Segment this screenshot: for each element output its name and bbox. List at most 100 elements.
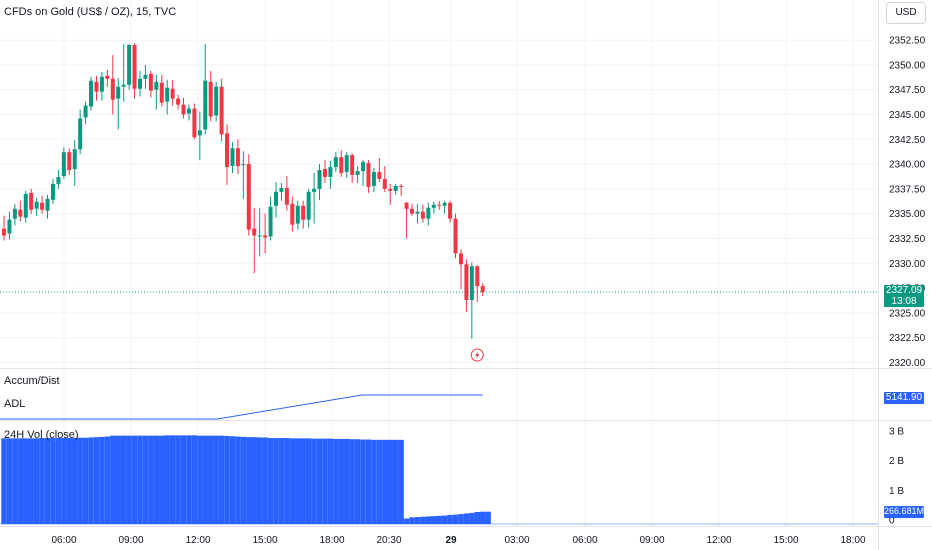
volume-bar [273,438,279,524]
x-tick-label: 15:00 [773,535,798,546]
candle-body [469,266,474,301]
candle-body [143,74,148,79]
volume-bar [387,439,393,524]
candle-body [317,170,322,189]
adl-line [0,394,483,420]
volume-label[interactable]: 24H Vol (close) [4,429,79,441]
candle-body [94,81,99,92]
event-marker[interactable] [470,348,484,362]
x-tick-label: 20:30 [376,535,401,546]
volume-bar [371,439,377,524]
volume-bar [72,438,78,524]
y-tick-label: 2325.00 [889,308,926,319]
volume-tick-label: 1 B [889,486,904,497]
volume-bar [33,438,40,524]
volume-bar [376,439,383,524]
candle-body [415,211,420,214]
volume-bar [409,517,415,524]
volume-bar [180,435,187,524]
candle-body [7,219,12,234]
candle-body [165,87,170,102]
volume-bar [463,513,470,524]
volume-bar [327,438,334,524]
candle-body [448,202,453,219]
y-tick-label: 2332.50 [889,234,926,245]
volume-bar [392,439,399,524]
candle-body [453,218,458,254]
candle-body [225,133,230,168]
volume-bar [88,437,94,524]
candle-body [241,164,246,166]
volume-bar [289,438,296,524]
volume-bar [159,435,165,524]
candle-body [219,86,224,135]
candle-body [67,152,72,171]
candle-body [306,191,311,220]
candle-body [295,205,300,224]
volume-bar [278,438,285,524]
volume-bar [104,436,111,524]
volume-bar [153,435,160,524]
currency-button[interactable]: USD [886,2,926,24]
volume-bar [403,518,410,524]
volume-bar [191,435,198,524]
volume-bar [6,438,13,524]
candle-body [431,204,436,208]
volume-bar [175,435,181,524]
candle-body [480,286,485,293]
volume-bar [115,435,121,524]
adl-label[interactable]: ADL [4,398,26,410]
candle-body [268,206,273,237]
volume-bar [66,438,72,524]
candle-body [230,148,235,167]
candle-body [322,169,327,177]
candle-body [464,264,469,301]
volume-bar [474,511,480,524]
candle-body [355,171,360,176]
candlesticks [2,43,485,339]
volume-bar [82,437,89,524]
candle-body [377,172,382,179]
volume-bar [77,437,83,524]
candle-body [105,75,110,79]
x-tick-label: 12:00 [185,535,210,546]
volume-bar [229,436,236,524]
volume-bar [262,437,268,524]
volume-bar [50,438,56,524]
candle-body [89,80,94,107]
volume-bar [28,438,34,524]
volume-bar [142,435,149,524]
candle-body [274,191,278,206]
volume-bar [458,514,464,524]
symbol-title[interactable]: CFDs on Gold (US$ / OZ), 15, TVC [4,6,177,18]
volume-tick-label: 0 [889,516,895,527]
candle-body [40,202,45,210]
candle-body [458,253,463,265]
candle-body [127,45,132,85]
volume-bar [12,438,18,524]
candle-body [252,228,257,236]
adl-line-layer [0,394,483,420]
candle-body [366,163,371,187]
volume-bar [164,435,170,524]
candle-body [23,193,28,218]
grid-layer [0,0,878,526]
accum-dist-label[interactable]: Accum/Dist [4,375,60,387]
candle-body [12,208,17,219]
x-tick-label: 06:00 [572,535,597,546]
candle-body [279,187,284,192]
candle-body [420,211,425,219]
candle-body [333,157,338,168]
candle-body [110,78,115,100]
candle-body [290,203,295,225]
volume-tick-label: 3 B [889,426,904,437]
y-tick-label: 2340.00 [889,160,926,171]
volume-bar [1,438,7,524]
volume-bar [305,438,312,524]
y-tick-label: 2330.00 [889,259,926,270]
volume-bar [208,435,214,524]
x-tick-label: 18:00 [840,535,865,546]
volume-bar [469,512,475,524]
volume-bar [333,438,339,524]
